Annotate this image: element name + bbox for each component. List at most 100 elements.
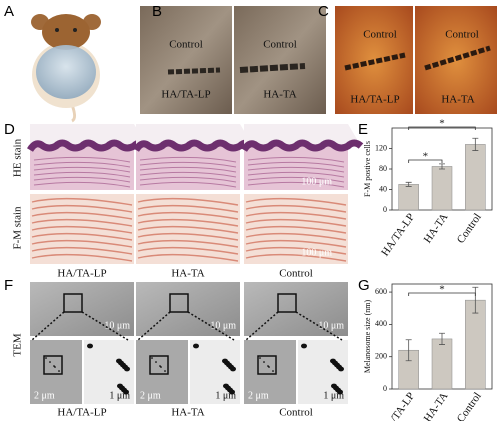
dermis-fiber — [139, 161, 237, 168]
column-label: HA-TA — [171, 407, 204, 419]
zoom-box — [149, 355, 169, 375]
panel-label: G — [358, 277, 370, 294]
fm-fiber — [245, 239, 347, 248]
dermis-fiber — [33, 166, 131, 173]
melanosome — [49, 361, 51, 363]
melanosome — [272, 370, 274, 372]
fm-fiber — [245, 197, 347, 206]
scale-bar-label: 1 μm — [215, 390, 236, 401]
fm-fiber — [31, 239, 133, 248]
melanosome — [259, 357, 261, 359]
zoom-connector — [81, 311, 129, 341]
epidermis-band — [26, 139, 150, 152]
fm-fiber — [245, 225, 347, 234]
y-tick-label: 0 — [383, 384, 387, 393]
dermis-fiber — [247, 171, 345, 178]
fm-fiber — [245, 253, 347, 262]
column-label: HA/TA-LP — [57, 407, 106, 419]
y-axis-label: Melanosome size (nm) — [363, 300, 372, 374]
x-tick-label: HA/TA-LP — [379, 390, 417, 421]
y-tick-label: 200 — [375, 352, 387, 361]
photo — [415, 6, 497, 114]
significance-bracket — [408, 292, 476, 296]
dermis-fiber — [247, 156, 345, 163]
fm-fiber — [245, 232, 347, 241]
marker-line — [167, 67, 221, 75]
y-tick-label: 40 — [379, 184, 387, 193]
melanosome — [159, 365, 161, 367]
melanosome — [330, 358, 336, 364]
zoom-box — [169, 293, 189, 313]
melanosome — [331, 383, 337, 389]
fm-fiber — [245, 204, 347, 213]
significance-bracket — [408, 159, 443, 163]
photo — [335, 6, 413, 114]
scale-bar-label: 1 μm — [323, 390, 344, 401]
photo-label: Control — [445, 29, 479, 41]
error-bar — [405, 339, 412, 362]
tem-image — [244, 340, 296, 404]
zoom-box — [277, 293, 297, 313]
dermis-fiber — [139, 166, 237, 173]
fm-fiber — [137, 253, 239, 262]
melanosome — [193, 343, 199, 349]
photo-label: Control — [169, 39, 203, 51]
significance-mark: * — [439, 118, 445, 130]
dermis-fiber — [247, 176, 345, 183]
marker-line — [239, 63, 306, 73]
melanosome — [222, 358, 228, 364]
x-tick-label: HA-TA — [422, 211, 451, 245]
melanosome — [45, 357, 47, 359]
row-label: F-M stain — [12, 206, 24, 250]
fm-fiber — [137, 232, 239, 241]
error-bar — [405, 181, 412, 187]
melanosome — [151, 357, 153, 359]
y-tick-label: 600 — [375, 287, 387, 296]
bar — [431, 166, 453, 211]
y-tick-label: 120 — [375, 143, 387, 152]
column-label: HA/TA-LP — [57, 268, 106, 280]
dermis-fiber — [139, 156, 237, 163]
epidermis-band — [240, 139, 364, 152]
fm-fiber — [137, 239, 239, 248]
error-bar — [439, 332, 445, 345]
epidermis-band — [132, 139, 256, 152]
scale-bar-label: 10 μm — [318, 320, 344, 331]
scale-bar-label: 2 μm — [140, 390, 161, 401]
x-tick-label: Control — [455, 211, 484, 245]
photo-label: HA-TA — [263, 89, 296, 101]
significance-mark: * — [423, 151, 429, 163]
x-tick-label: HA/TA-LP — [379, 211, 417, 258]
zoom-connector — [295, 311, 343, 341]
fm-fiber — [31, 204, 133, 213]
zoom-box — [257, 355, 277, 375]
melanosome — [117, 383, 123, 389]
melanosome — [58, 370, 60, 372]
marker-line — [424, 45, 491, 71]
dermis-fiber — [139, 176, 237, 183]
fm-fiber — [137, 204, 239, 213]
mouse-illustration — [31, 14, 101, 123]
dermis-fiber — [247, 166, 345, 173]
scale-bar-label: 1 μm — [109, 390, 130, 401]
melanosome — [53, 365, 55, 367]
fm-fiber — [137, 225, 239, 234]
panel-label: A — [4, 3, 14, 20]
zoom-connector — [245, 311, 279, 341]
dermis-fiber — [139, 181, 237, 188]
x-tick-label: HA-TA — [422, 390, 451, 421]
photo — [234, 6, 326, 114]
panel-label: B — [152, 3, 162, 20]
photo-label: HA/TA-LP — [161, 89, 210, 101]
fm-image — [30, 194, 134, 264]
photo-label: Control — [363, 29, 397, 41]
column-label: HA-TA — [171, 268, 204, 280]
melanosome — [164, 370, 166, 372]
zoom-box — [63, 293, 83, 313]
dermis-fiber — [33, 161, 131, 168]
dermis-fiber — [33, 181, 131, 188]
melanosome — [223, 383, 229, 389]
melanosome — [116, 358, 122, 364]
scale-bar-label: 2 μm — [34, 390, 55, 401]
